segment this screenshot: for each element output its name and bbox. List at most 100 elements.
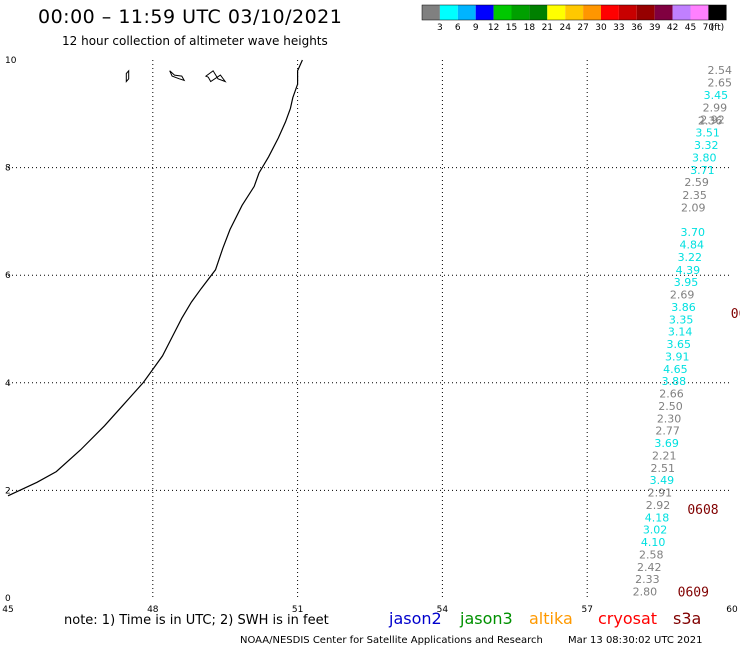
wave-height-value: 2.51: [651, 462, 676, 475]
legend-swatch: [654, 5, 673, 20]
y-tick-label: 2: [5, 486, 11, 496]
legend-label: 18: [524, 23, 536, 33]
x-tick-label: 45: [2, 605, 13, 615]
wave-height-value: 4.18: [645, 511, 670, 524]
wave-height-value: 2.21: [652, 449, 677, 462]
y-tick-label: 8: [5, 164, 11, 174]
time-label: 0607: [731, 307, 740, 322]
x-tick-label: 57: [581, 605, 592, 615]
wave-height-value: 3.22: [678, 251, 703, 264]
legend-label: 21: [542, 23, 553, 33]
x-tick-label: 48: [147, 605, 159, 615]
wave-height-value: 2.99: [703, 101, 728, 114]
legend-label: 30: [595, 23, 607, 33]
legend-swatch: [601, 5, 619, 20]
credit-line: NOAA/NESDIS Center for Satellite Applica…: [240, 635, 543, 646]
legend-label: 39: [649, 23, 661, 33]
generation-timestamp: Mar 13 08:30:02 UTC 2021: [568, 635, 703, 646]
wave-height-value: 2.80: [633, 586, 658, 599]
y-tick-label: 6: [5, 271, 11, 281]
wave-height-value: 3.45: [704, 89, 729, 102]
wave-height-value: 4.10: [641, 536, 666, 549]
wave-height-value: 3.95: [674, 276, 699, 289]
wave-height-value: 2.42: [637, 561, 662, 574]
x-tick-label: 54: [437, 605, 449, 615]
wave-height-value: 2.92: [700, 114, 725, 127]
wave-height-value: 4.84: [680, 239, 705, 252]
x-tick-label: 51: [292, 605, 303, 615]
wave-height-value: 3.70: [680, 226, 705, 239]
legend-swatch: [511, 5, 530, 20]
wave-height-value: 2.91: [648, 487, 673, 500]
time-label: 0608: [687, 503, 718, 518]
island: [125, 69, 130, 83]
legend-label: 45: [685, 23, 696, 33]
wave-height-value: 3.51: [695, 127, 720, 140]
legend-swatch: [529, 5, 548, 20]
wave-height-value: 2.69: [670, 289, 695, 302]
legend-swatch: [690, 5, 709, 20]
wave-height-value: 2.58: [639, 548, 664, 561]
time-label: 0609: [678, 586, 709, 601]
wave-height-value: 2.30: [657, 412, 682, 425]
wave-height-value: 3.65: [666, 338, 691, 351]
legend-swatch: [636, 5, 655, 20]
y-tick-label: 4: [5, 379, 11, 389]
legend-label: 70: [703, 23, 715, 33]
wave-height-value: 2.36: [698, 114, 723, 127]
wave-height-value: 2.66: [659, 388, 684, 401]
legend-label: (ft): [711, 23, 725, 33]
satellite-jason3: jason3: [460, 609, 513, 628]
x-tick-label: 60: [726, 605, 738, 615]
chart-subtitle: 12 hour collection of altimeter wave hei…: [62, 34, 328, 48]
wave-height-value: 3.02: [643, 524, 668, 537]
wave-height-value: 3.32: [694, 139, 719, 152]
legend-swatch: [439, 5, 458, 20]
wave-height-value: 4.39: [676, 264, 701, 277]
wave-height-value: 3.71: [690, 164, 715, 177]
legend-swatch: [708, 5, 727, 20]
wave-height-value: 4.65: [663, 363, 688, 376]
wave-height-value: 2.54: [708, 64, 733, 77]
wave-height-value: 2.77: [655, 425, 680, 438]
legend-label: 6: [455, 23, 461, 33]
wave-height-value: 3.88: [662, 375, 687, 388]
legend-label: 24: [559, 23, 571, 33]
island: [169, 70, 186, 82]
satellite-s3a: s3a: [673, 609, 702, 628]
y-tick-label: 0: [5, 594, 11, 604]
legend-swatch: [565, 5, 584, 20]
satellite-cryosat: cryosat: [598, 609, 658, 628]
wave-height-value: 2.35: [682, 189, 707, 202]
legend-swatch: [583, 5, 601, 20]
legend-label: 42: [667, 23, 678, 33]
wave-height-value: 3.35: [669, 313, 694, 326]
wave-height-value: 3.86: [671, 301, 696, 314]
wave-height-value: 3.91: [665, 350, 690, 363]
wave-height-value: 2.92: [646, 499, 671, 512]
legend-label: 12: [488, 23, 499, 33]
legend-swatch: [618, 5, 637, 20]
legend-swatch: [422, 5, 440, 20]
footnote: note: 1) Time is in UTC; 2) SWH is in fe…: [64, 613, 329, 628]
wave-height-value: 2.33: [635, 573, 660, 586]
legend-swatch: [457, 5, 476, 20]
satellite-altika: altika: [529, 609, 573, 628]
legend-label: 3: [437, 23, 443, 33]
coastline: [7, 59, 303, 497]
wave-height-value: 2.59: [684, 176, 709, 189]
satellite-jason2: jason2: [389, 609, 442, 628]
legend-swatch: [475, 5, 494, 20]
wave-height-value: 2.65: [708, 77, 733, 90]
y-tick-label: 10: [5, 56, 17, 66]
wave-height-value: 3.80: [692, 151, 717, 164]
wave-height-value: 3.69: [654, 437, 679, 450]
wave-height-value: 2.50: [658, 400, 683, 413]
chart-title: 00:00 – 11:59 UTC 03/10/2021: [38, 6, 343, 28]
legend-label: 15: [506, 23, 517, 33]
legend-label: 36: [631, 23, 643, 33]
legend-label: 27: [577, 23, 588, 33]
wave-height-value: 3.49: [650, 474, 675, 487]
color-scale-legend: 3 6 9 12 15 18 21 24 27 30 33 36 39 42 45 70(ft): [421, 4, 727, 33]
